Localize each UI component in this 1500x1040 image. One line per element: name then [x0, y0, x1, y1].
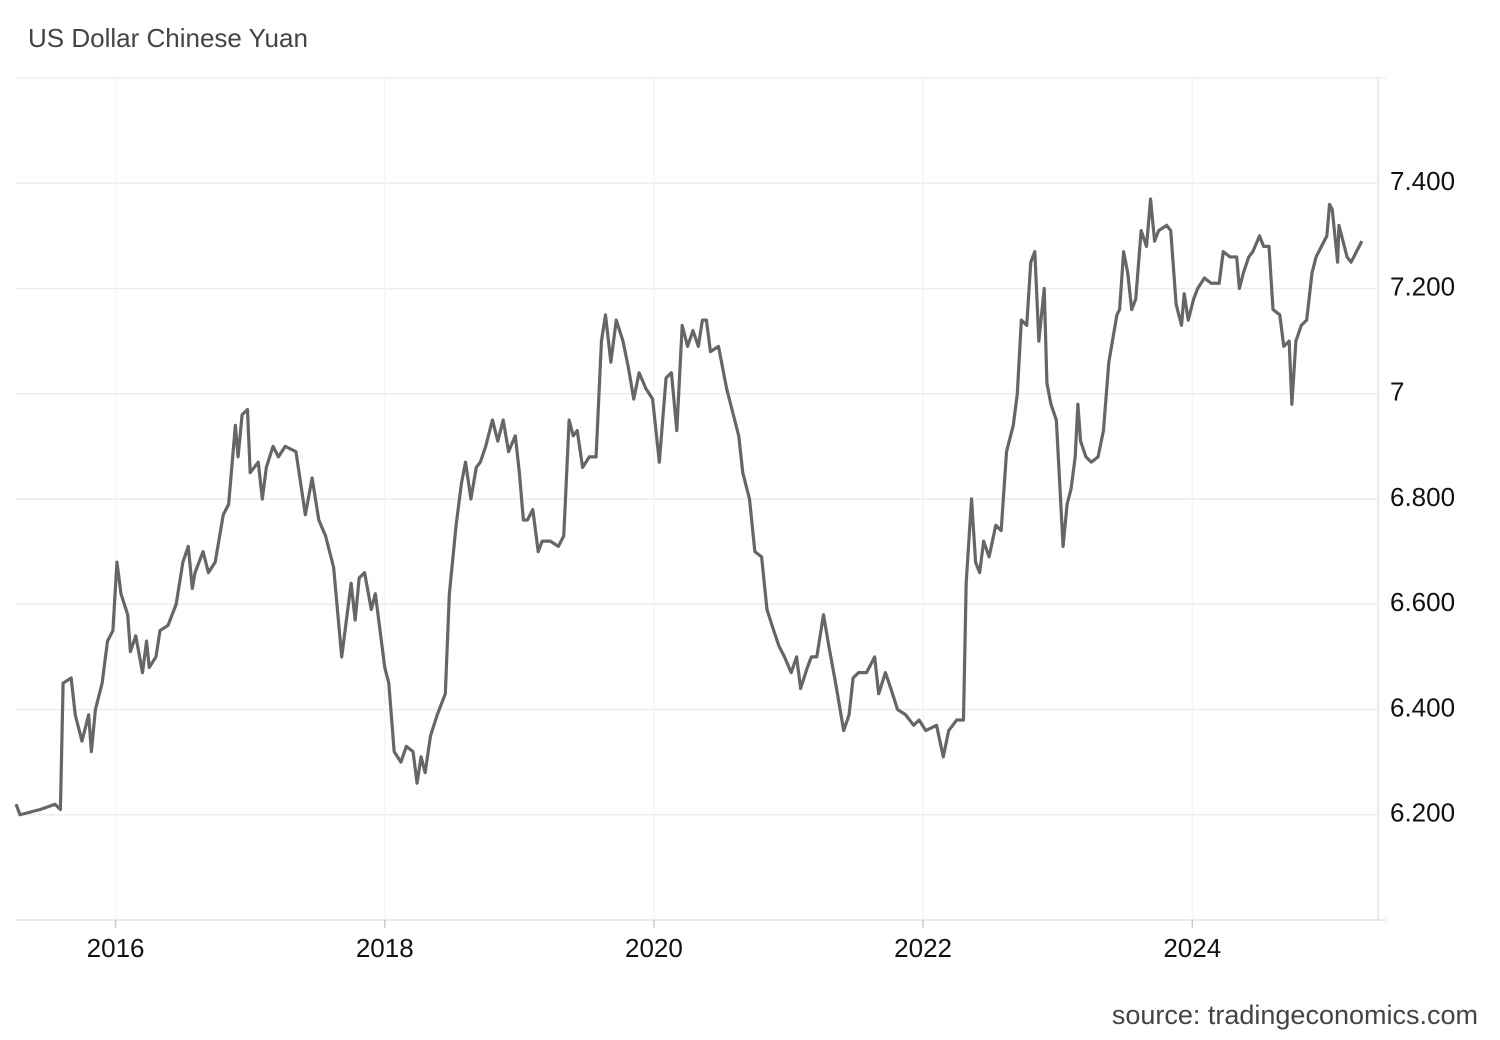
- price-line: [14, 197, 1364, 817]
- y-tick-label: 6.600: [1390, 587, 1455, 617]
- y-tick-label: 7.200: [1390, 271, 1455, 301]
- y-tick-label: 6.400: [1390, 692, 1455, 722]
- y-tick-label: 6.200: [1390, 798, 1455, 828]
- x-tick-label: 2016: [87, 933, 145, 963]
- x-tick-label: 2020: [625, 933, 683, 963]
- source-note: source: tradingeconomics.com: [1112, 1000, 1478, 1030]
- y-tick-label: 7: [1390, 377, 1404, 407]
- x-tick-label: 2018: [356, 933, 414, 963]
- x-tick-label: 2022: [894, 933, 952, 963]
- y-tick-label: 7.400: [1390, 166, 1455, 196]
- x-tick-label: 2024: [1163, 933, 1221, 963]
- y-tick-label: 6.800: [1390, 482, 1455, 512]
- chart-title: US Dollar Chinese Yuan: [28, 23, 308, 53]
